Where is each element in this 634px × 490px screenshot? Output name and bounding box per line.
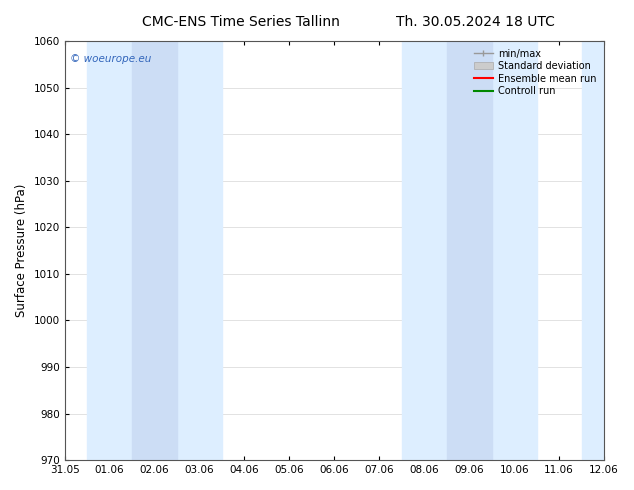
- Text: Th. 30.05.2024 18 UTC: Th. 30.05.2024 18 UTC: [396, 15, 555, 29]
- Bar: [447, 41, 492, 460]
- Bar: [132, 41, 177, 460]
- Y-axis label: Surface Pressure (hPa): Surface Pressure (hPa): [15, 184, 28, 318]
- Bar: [87, 41, 132, 460]
- Bar: [492, 41, 537, 460]
- Bar: [177, 41, 222, 460]
- Legend: min/max, Standard deviation, Ensemble mean run, Controll run: min/max, Standard deviation, Ensemble me…: [470, 46, 599, 99]
- Text: © woeurope.eu: © woeurope.eu: [70, 53, 152, 64]
- Bar: [581, 41, 626, 460]
- Text: CMC-ENS Time Series Tallinn: CMC-ENS Time Series Tallinn: [142, 15, 340, 29]
- Bar: [402, 41, 447, 460]
